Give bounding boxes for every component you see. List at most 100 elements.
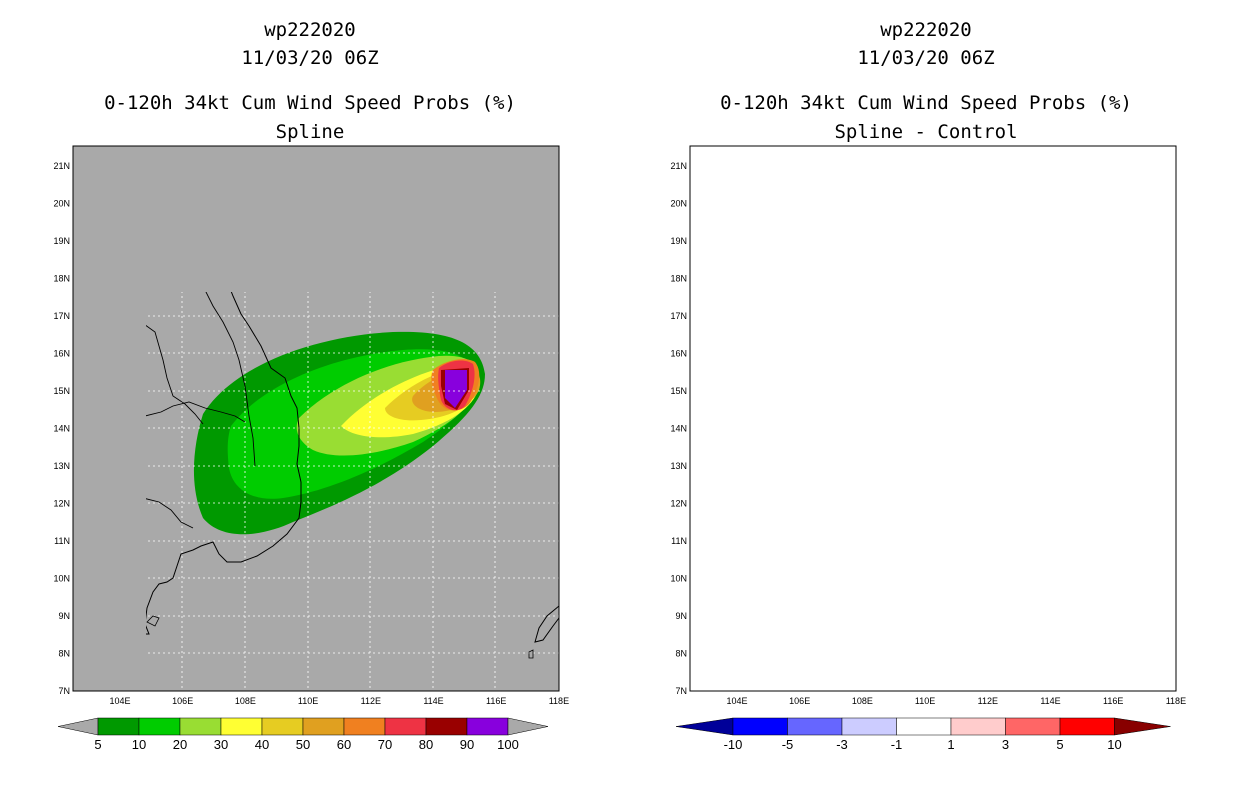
lat-label: 19N	[670, 236, 687, 246]
lon-label: 112E	[361, 696, 381, 706]
lat-label: 9N	[58, 611, 70, 621]
lon-label: 114E	[423, 696, 443, 706]
lon-label: 112E	[978, 696, 998, 706]
lat-label: 21N	[53, 161, 70, 171]
lat-label: 14N	[53, 424, 70, 434]
left-subtitle: Spline	[275, 121, 345, 143]
colorbar-swatch	[138, 717, 181, 736]
colorbar-low-arrow	[675, 717, 734, 736]
lon-label: 110E	[298, 696, 318, 706]
colorbar-label: 5	[1056, 737, 1063, 752]
lat-label: 14N	[670, 424, 687, 434]
colorbar-label: 30	[214, 737, 228, 752]
colorbar-high-arrow	[1114, 717, 1171, 736]
lon-label: 116E	[486, 696, 506, 706]
colorbar-swatch	[179, 717, 222, 736]
colorbar-label: -1	[891, 737, 903, 752]
left-map	[72, 145, 560, 692]
colorbar-label: -10	[724, 737, 743, 752]
lon-label: 118E	[1166, 696, 1186, 706]
left-datetime: 11/03/20 06Z	[241, 47, 379, 69]
lat-label: 11N	[671, 536, 687, 546]
right-axes: 21N 20N 19N 18N 17N 16N 15N 14N 13N 12N 11N 10N 9N 8N…	[670, 161, 1186, 706]
colorbar-swatch	[732, 717, 788, 736]
colorbar-swatch	[220, 717, 263, 736]
lat-label: 7N	[675, 686, 687, 696]
right-map-background	[690, 146, 1176, 691]
lat-label: 17N	[53, 311, 70, 321]
contour-90	[445, 370, 467, 408]
colorbar-swatch	[466, 717, 509, 736]
lon-label: 104E	[726, 696, 747, 706]
colorbar-swatch	[950, 717, 1006, 736]
lat-label: 20N	[670, 199, 687, 209]
colorbar-swatch	[787, 717, 843, 736]
lat-label: 12N	[670, 499, 687, 509]
colorbar-swatch	[97, 717, 140, 736]
lat-label: 21N	[670, 161, 687, 171]
colorbar-swatch	[425, 717, 468, 736]
colorbar-swatch	[261, 717, 304, 736]
lat-label: 20N	[53, 199, 70, 209]
colorbar-swatch	[1005, 717, 1061, 736]
lat-label: 9N	[675, 611, 687, 621]
lon-label: 106E	[789, 696, 810, 706]
left-axes: 21N 20N 19N 18N 17N 16N 15N 14N 13N 12N 11N 10N 9N 8N…	[53, 161, 569, 706]
colorbar-label: 10	[1107, 737, 1121, 752]
colorbar-label: -3	[836, 737, 848, 752]
colorbar-swatch	[343, 717, 386, 736]
lat-label: 7N	[58, 686, 70, 696]
colorbar-low-arrow	[57, 717, 99, 736]
lat-label: 18N	[670, 274, 687, 284]
colorbar-label: 80	[419, 737, 433, 752]
colorbar-swatch	[384, 717, 427, 736]
lat-label: 19N	[53, 236, 70, 246]
lat-label: 16N	[53, 349, 70, 359]
lat-label: 13N	[53, 461, 70, 471]
lat-label: 18N	[53, 274, 70, 284]
lat-label: 8N	[675, 649, 687, 659]
colorbar-label: -5	[782, 737, 794, 752]
colorbar-label: 40	[255, 737, 269, 752]
lon-label: 110E	[915, 696, 935, 706]
left-product-title: 0-120h 34kt Cum Wind Speed Probs (%)	[104, 92, 516, 114]
colorbar-label: 3	[1002, 737, 1009, 752]
right-storm-id: wp222020	[880, 19, 972, 41]
colorbar-label: 1	[947, 737, 954, 752]
lon-label: 106E	[172, 696, 193, 706]
colorbar-label: 10	[132, 737, 146, 752]
right-datetime: 11/03/20 06Z	[857, 47, 995, 69]
colorbar-swatch	[896, 717, 952, 736]
lat-label: 8N	[58, 649, 70, 659]
lat-label: 17N	[670, 311, 687, 321]
lat-label: 10N	[670, 574, 687, 584]
colorbar-swatch	[1059, 717, 1115, 736]
colorbar-swatch	[302, 717, 345, 736]
right-map	[689, 145, 1177, 692]
colorbar-label: 100	[497, 737, 519, 752]
left-storm-id: wp222020	[264, 19, 356, 41]
lat-label: 10N	[53, 574, 70, 584]
lon-label: 104E	[109, 696, 130, 706]
colorbar-label: 20	[173, 737, 187, 752]
lat-label: 15N	[53, 386, 70, 396]
right-product-title: 0-120h 34kt Cum Wind Speed Probs (%)	[720, 92, 1132, 114]
colorbar-label: 50	[296, 737, 310, 752]
lon-label: 114E	[1040, 696, 1060, 706]
colorbar-label: 70	[378, 737, 392, 752]
left-colorbar: 5 10 20 30 40 50 60 70 80 90 100	[57, 717, 549, 752]
lat-label: 16N	[670, 349, 687, 359]
right-subtitle: Spline - Control	[834, 121, 1018, 143]
lon-label: 116E	[1103, 696, 1123, 706]
colorbar-swatch	[841, 717, 897, 736]
right-colorbar: -10 -5 -3 -1 1 3 5 10	[675, 717, 1171, 752]
lon-label: 108E	[235, 696, 256, 706]
lon-label: 118E	[549, 696, 569, 706]
colorbar-label: 60	[337, 737, 351, 752]
lon-label: 108E	[852, 696, 873, 706]
lat-label: 12N	[53, 499, 70, 509]
colorbar-label: 90	[460, 737, 474, 752]
colorbar-high-arrow	[507, 717, 549, 736]
colorbar-label: 5	[94, 737, 101, 752]
